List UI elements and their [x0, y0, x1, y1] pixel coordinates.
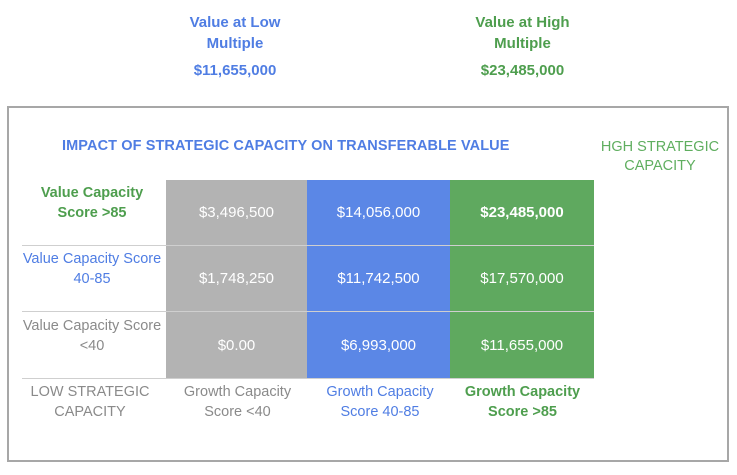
cell-r3-c2: $6,993,000: [307, 312, 450, 378]
row-label-mid: Value Capacity Score 40-85: [22, 251, 162, 287]
matrix-frame: [7, 106, 729, 462]
high-multiple-value: $23,485,000: [480, 62, 565, 79]
high-multiple-summary: Value at High Multiple $23,485,000: [440, 12, 605, 81]
cell-r2-c3: $17,570,000: [450, 246, 594, 311]
cell-r2-c2: $11,742,500: [307, 246, 450, 311]
cell-r1-c2: $14,056,000: [307, 180, 450, 245]
row-divider: [22, 311, 594, 312]
cell-r1-c3: $23,485,000: [450, 180, 594, 245]
low-multiple-summary: Value at Low Multiple $11,655,000: [160, 12, 310, 81]
low-multiple-title: Value at Low Multiple: [189, 14, 281, 52]
row-divider: [22, 378, 594, 379]
column-label-low: Growth Capacity Score <40: [183, 384, 292, 420]
cell-r1-c1: $3,496,500: [166, 180, 307, 245]
low-multiple-value: $11,655,000: [193, 62, 277, 79]
row-label-low: Value Capacity Score <40: [22, 318, 162, 354]
cell-r3-c3: $11,655,000: [450, 312, 594, 378]
cell-r3-c1: $0.00: [166, 312, 307, 378]
cell-r2-c1: $1,748,250: [166, 246, 307, 311]
row-divider: [22, 245, 594, 246]
high-multiple-title: Value at High Multiple: [475, 14, 570, 52]
column-label-mid: Growth Capacity Score 40-85: [326, 384, 434, 420]
row-label-high: Value Capacity Score >85: [40, 185, 144, 221]
high-strategic-capacity-label: HGH STRATEGIC CAPACITY: [600, 139, 720, 174]
matrix-title: IMPACT OF STRATEGIC CAPACITY ON TRANSFER…: [62, 138, 510, 154]
column-label-high: Growth Capacity Score >85: [464, 384, 581, 420]
low-strategic-capacity-label: LOW STRATEGIC CAPACITY: [30, 384, 150, 420]
